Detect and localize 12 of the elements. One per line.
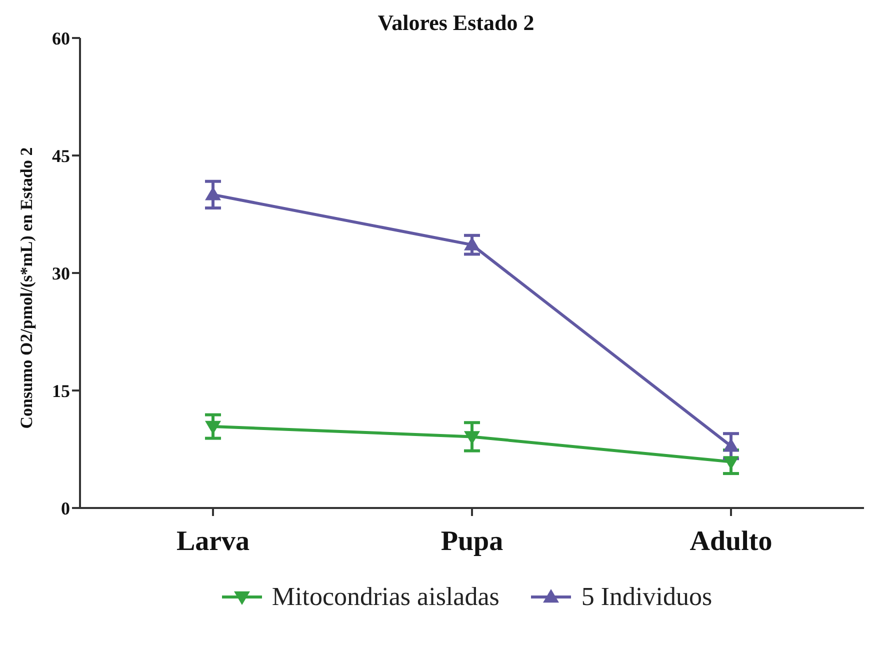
x-tick-label: Adulto [690,526,772,557]
x-tick-label: Pupa [440,526,504,557]
y-tick-label: 15 [52,380,70,401]
chart-title: Valores Estado 2 [378,10,534,35]
legend-label: 5 Individuos [581,582,712,612]
y-tick-label: 60 [52,28,70,48]
y-tick-label: 30 [52,263,70,284]
y-tick-label: 45 [52,146,70,166]
y-tick-label: 0 [61,498,70,518]
legend-label: Mitocondrias aisladas [272,582,500,612]
y-axis-title: Consumo O2/pmol/(s*mL) en Estado 2 [17,147,36,429]
x-tick-label: Larva [176,526,250,557]
